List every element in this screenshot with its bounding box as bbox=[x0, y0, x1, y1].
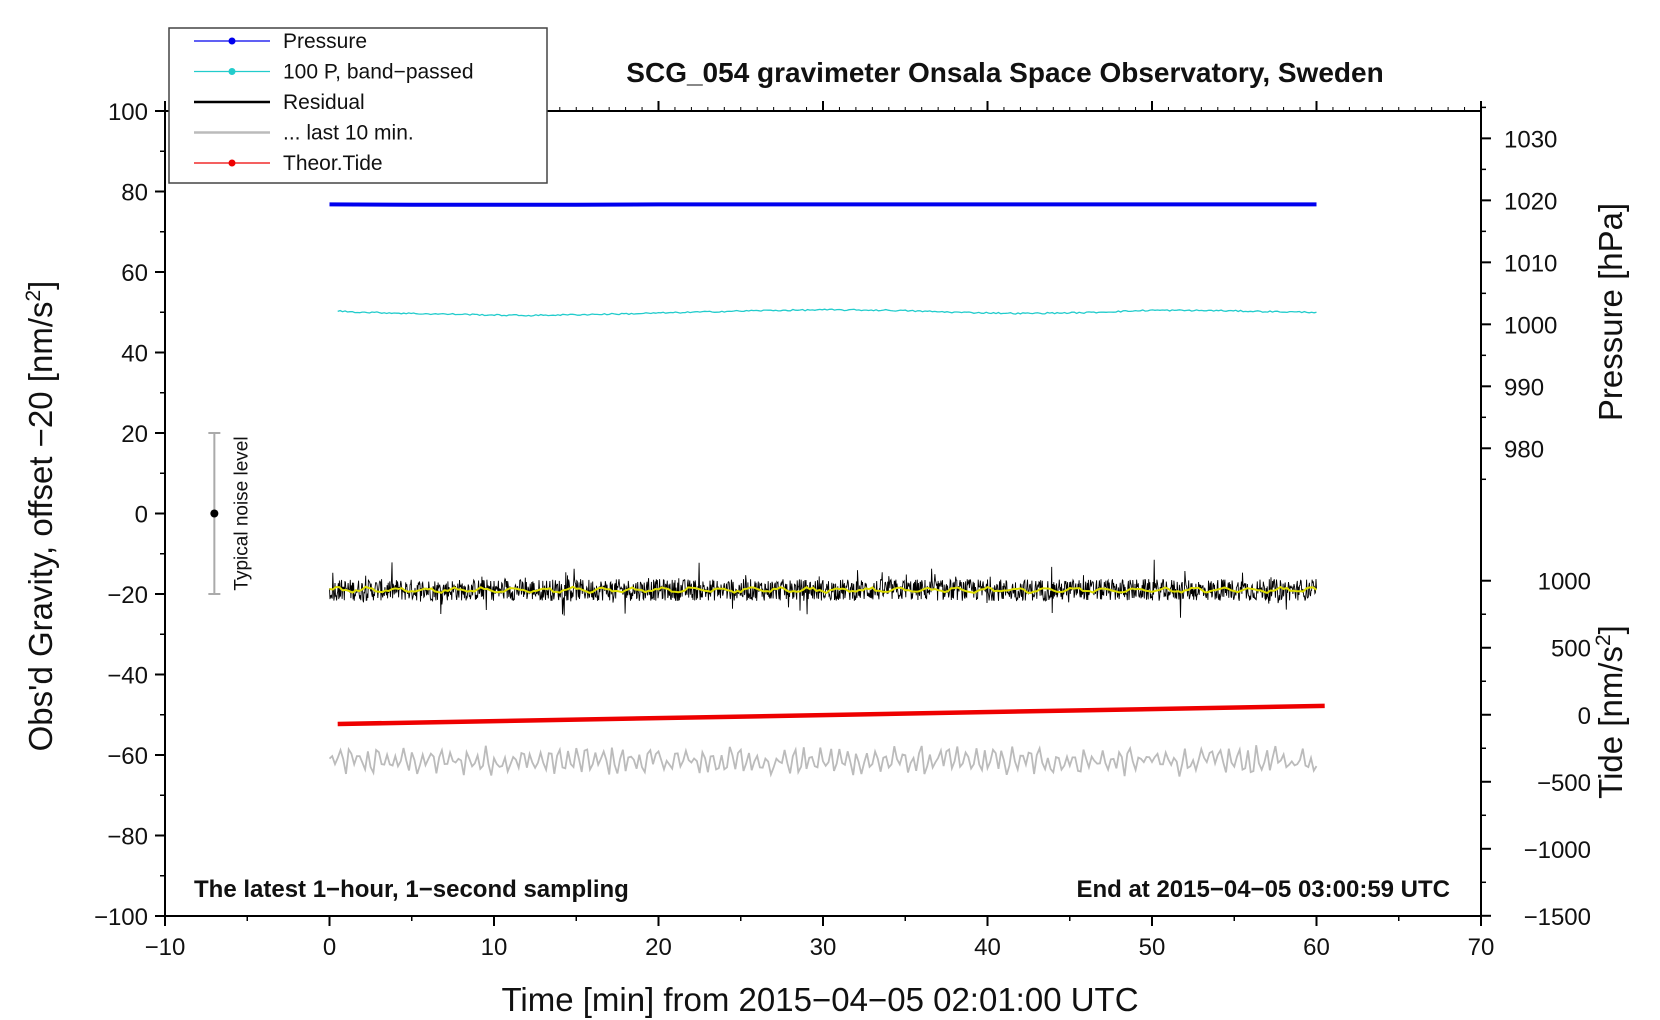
y-tick-label: −100 bbox=[94, 904, 148, 931]
y-tick-label: 40 bbox=[121, 341, 148, 368]
plot-frame bbox=[164, 110, 1482, 917]
noise-bar-center-dot bbox=[210, 509, 219, 518]
legend-box bbox=[168, 27, 548, 184]
tide-axis-title-sup: 2 bbox=[1592, 634, 1615, 646]
pressure-tick-label: 990 bbox=[1504, 374, 1544, 401]
x-tick-label: −10 bbox=[145, 934, 186, 961]
pressure-tick-label: 1030 bbox=[1504, 126, 1557, 153]
pressure-tick-label: 1020 bbox=[1504, 188, 1557, 215]
series-residual bbox=[329, 559, 1317, 618]
series-band-passed bbox=[337, 308, 1317, 317]
annotation-end-time: End at 2015−04−05 03:00:59 UTC bbox=[1076, 876, 1450, 903]
y-tick-label: −80 bbox=[107, 824, 148, 851]
series-layer bbox=[328, 202, 1325, 778]
y-tick-label: 80 bbox=[121, 180, 148, 207]
noise-bar: Typical noise level bbox=[208, 432, 252, 595]
legend-marker bbox=[228, 37, 236, 45]
x-tick-label: 70 bbox=[1468, 934, 1495, 961]
y-tick-label: 100 bbox=[108, 99, 148, 126]
y-tick-label: 20 bbox=[121, 421, 148, 448]
y-axis-title: Obs'd Gravity, offset −20 [nm/s2] bbox=[22, 281, 59, 752]
tide-tick-label: −1500 bbox=[1524, 904, 1591, 931]
legend-entries: Pressure 100 P, band−passed Residual ... la… bbox=[194, 30, 474, 175]
series-smoothed-residual bbox=[329, 585, 1318, 595]
axes: −10 0 10 20 30 40 50 60 70−100−80−60−40−20020406… bbox=[94, 99, 1591, 961]
y-tick-label: −20 bbox=[107, 582, 148, 609]
legend-marker bbox=[228, 159, 236, 167]
tide-axis-title: Tide [nm/s2] bbox=[1592, 625, 1629, 799]
legend-label: Pressure bbox=[283, 30, 367, 53]
series-last-10-min bbox=[328, 745, 1318, 778]
y-tick-label: 0 bbox=[135, 502, 148, 529]
x-tick-label: 60 bbox=[1303, 934, 1330, 961]
annotation-sampling: The latest 1−hour, 1−second sampling bbox=[194, 876, 629, 903]
x-tick-label: 0 bbox=[323, 934, 336, 961]
pressure-tick-label: 1010 bbox=[1504, 250, 1557, 277]
legend-label: Residual bbox=[283, 91, 365, 114]
legend-marker bbox=[228, 68, 236, 75]
pressure-axis-title: Pressure [hPa] bbox=[1592, 203, 1629, 421]
x-tick-label: 40 bbox=[974, 934, 1001, 961]
tide-tick-label: 1000 bbox=[1538, 569, 1591, 596]
chart-title: SCG_054 gravimeter Onsala Space Observat… bbox=[626, 57, 1383, 88]
y-axis-title-sup: 2 bbox=[22, 290, 45, 302]
noise-bar-label: Typical noise level bbox=[231, 436, 252, 590]
tide-tick-label: 500 bbox=[1551, 636, 1591, 663]
x-tick-label: 50 bbox=[1139, 934, 1166, 961]
tide-tick-label: −500 bbox=[1537, 770, 1591, 797]
y-tick-label: −60 bbox=[107, 743, 148, 770]
tide-tick-label: 0 bbox=[1578, 703, 1591, 730]
legend: Pressure 100 P, band−passed Residual ... la… bbox=[168, 27, 548, 184]
x-tick-label: 20 bbox=[645, 934, 672, 961]
series-theor-tide bbox=[337, 703, 1325, 727]
y-tick-label: −40 bbox=[107, 663, 148, 690]
legend-label: Theor.Tide bbox=[283, 152, 383, 175]
pressure-tick-label: 1000 bbox=[1504, 312, 1557, 339]
legend-label: 100 P, band−passed bbox=[283, 61, 474, 84]
x-tick-label: 30 bbox=[810, 934, 837, 961]
x-axis-title: Time [min] from 2015−04−05 02:01:00 UTC bbox=[501, 981, 1138, 1018]
pressure-tick-label: 980 bbox=[1504, 436, 1544, 463]
x-tick-label: 10 bbox=[481, 934, 508, 961]
legend-label: ... last 10 min. bbox=[283, 122, 414, 145]
y-tick-label: 60 bbox=[121, 260, 148, 287]
tide-tick-label: −1000 bbox=[1524, 837, 1591, 864]
